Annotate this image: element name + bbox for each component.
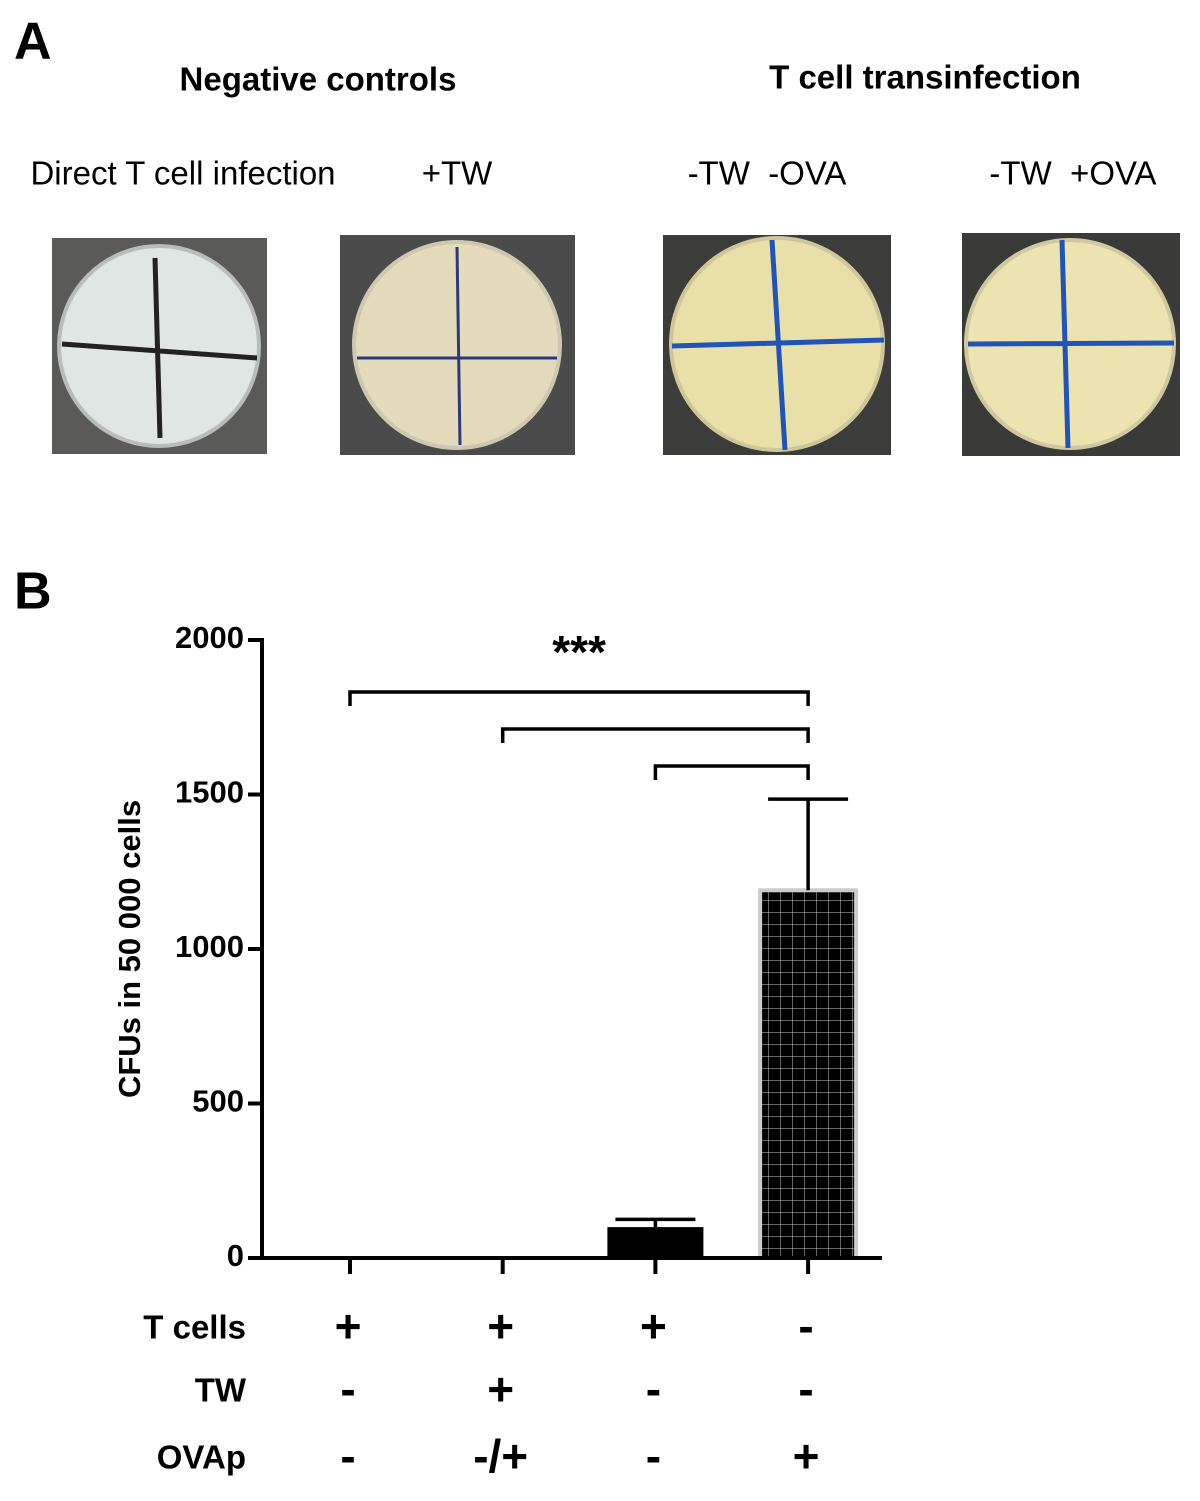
condition-value: - [340,1430,355,1482]
condition-value: + [335,1300,362,1352]
condition-value: - [798,1363,813,1415]
significance-bracket [348,690,810,706]
significance-bracket [653,764,810,780]
condition-value: + [487,1363,514,1415]
y-tick-label: 2000 [175,620,244,655]
group-title: Negative controls [180,61,457,98]
condition-name: TW [195,1372,247,1409]
significance-bracket [500,727,810,743]
error-bar [768,797,849,891]
panel-label: B [14,563,52,621]
error-bar [615,1217,696,1228]
condition-value: - [646,1363,661,1415]
condition-name: T cells [143,1309,246,1346]
panel-label: A [14,13,52,71]
condition-name: OVAp [157,1439,246,1476]
plate-photo [663,235,891,455]
condition-value: - [340,1363,355,1415]
condition-value: -/+ [473,1430,528,1482]
plate-caption: -TW -OVA [688,155,847,192]
plate-caption: -TW +OVA [989,155,1156,192]
plate-photos [52,233,1180,456]
y-tick-label: 1500 [175,775,244,810]
plate-photo [962,233,1180,456]
y-tick-label: 0 [227,1238,244,1273]
plate-caption: Direct T cell infection [30,155,335,192]
y-axis-label: CFUs in 50 000 cells [112,800,147,1098]
plate-photo [340,235,575,455]
y-tick-label: 1000 [175,929,244,964]
group-title: T cell transinfection [769,59,1081,96]
condition-value: + [640,1300,667,1352]
condition-value: - [798,1300,813,1352]
condition-value: + [793,1430,820,1482]
plate-caption: +TW [422,155,493,192]
significance-label: *** [552,626,606,678]
plate-photo [52,238,267,454]
y-tick-label: 500 [192,1084,244,1119]
condition-value: - [646,1430,661,1482]
bar [607,1227,704,1258]
condition-value: + [487,1300,514,1352]
bar [758,888,859,1260]
